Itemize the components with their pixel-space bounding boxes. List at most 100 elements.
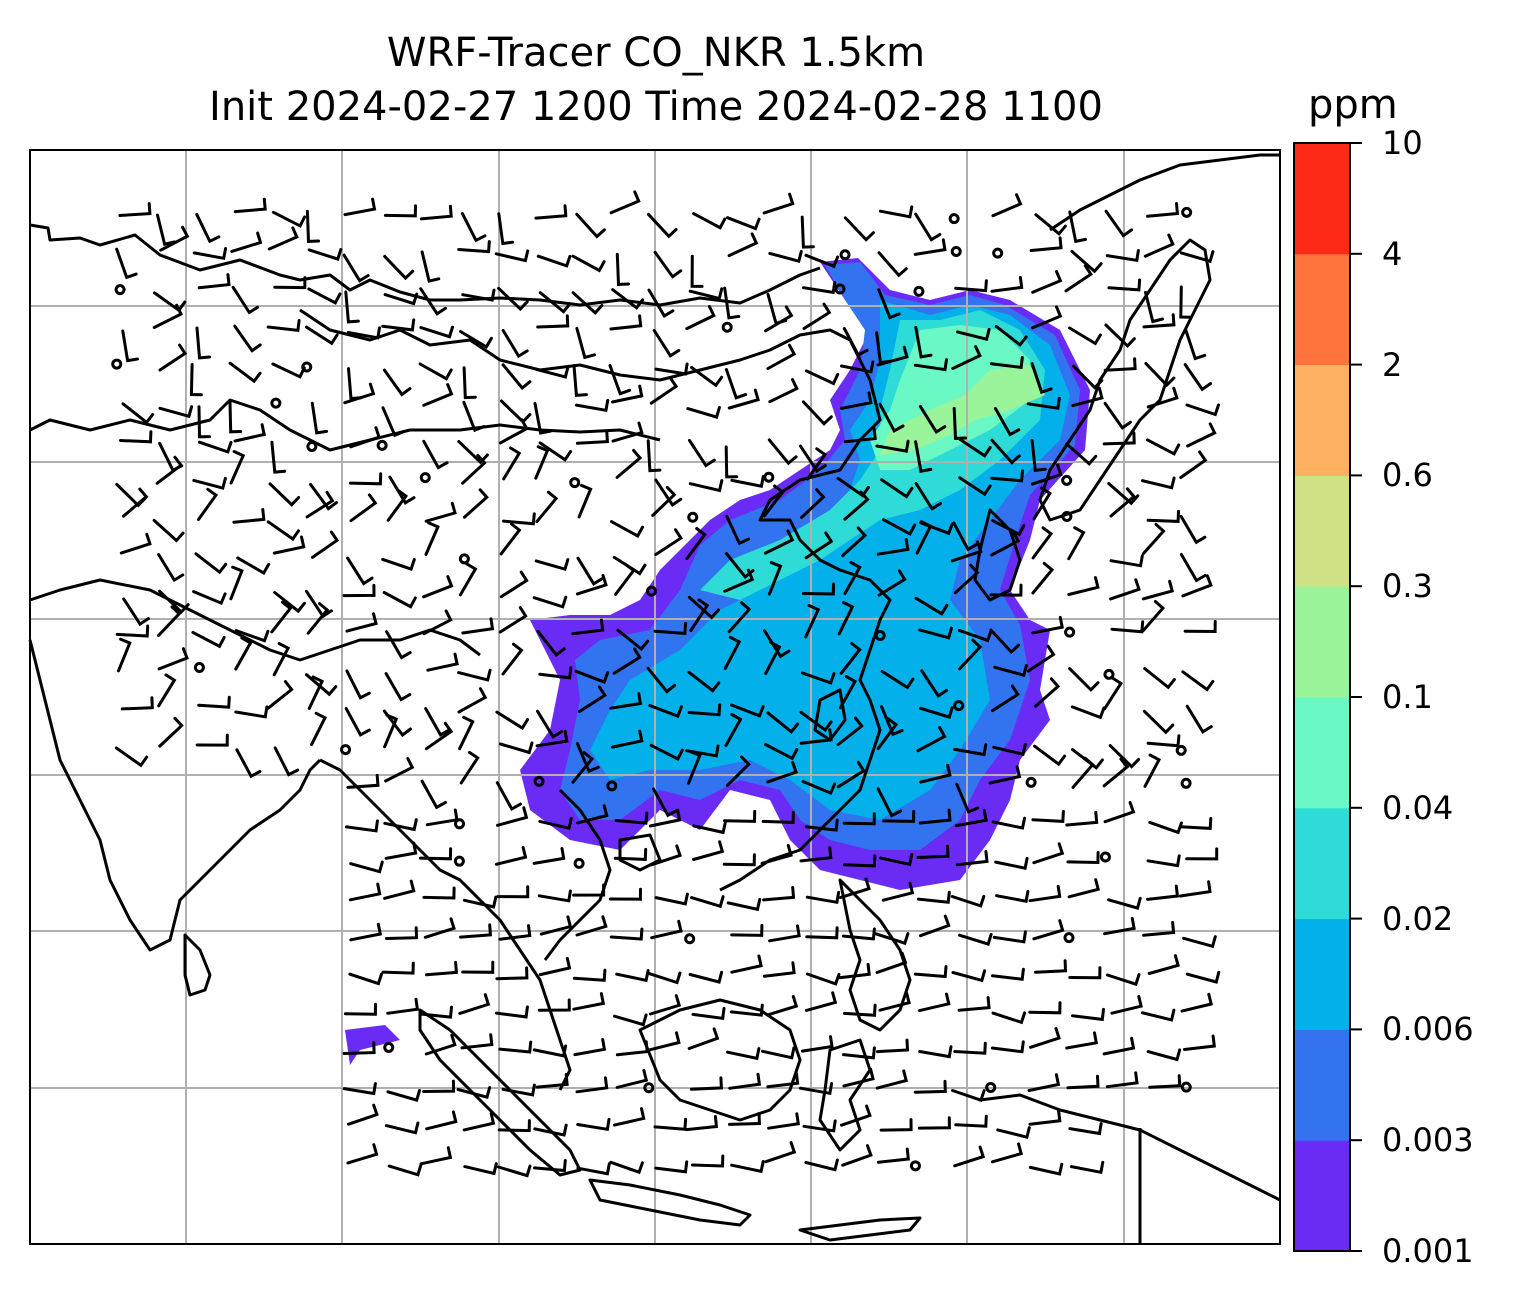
wind-barb	[307, 287, 342, 305]
wind-barb	[876, 345, 909, 367]
wind-barb	[497, 286, 529, 312]
wind-barb	[1179, 250, 1215, 264]
wind-barb	[383, 254, 415, 281]
wind-barb	[462, 895, 498, 909]
wind-barb	[840, 1104, 872, 1127]
wind-barb	[1068, 326, 1102, 346]
wind-barb	[272, 535, 306, 555]
wind-barb	[730, 703, 765, 718]
coastline-sumatra	[418, 1008, 582, 1177]
calm-wind-circle	[340, 744, 352, 756]
wind-barb	[995, 889, 1030, 903]
colorbar-block	[1294, 143, 1350, 255]
wind-barb	[195, 326, 211, 360]
wind-barb	[1033, 744, 1067, 767]
wind-barb	[159, 225, 190, 252]
wind-barb	[501, 1083, 536, 1097]
wind-barb	[576, 804, 609, 825]
wind-barb	[576, 556, 604, 586]
wind-barb	[119, 430, 153, 444]
wind-barb	[501, 363, 532, 391]
wind-barb	[990, 1142, 1024, 1164]
wind-barb	[841, 526, 868, 558]
wind-barb	[349, 426, 381, 449]
wind-barb	[689, 1076, 723, 1091]
wind-barb	[838, 877, 871, 900]
wind-barb	[691, 1006, 726, 1020]
wind-barb	[649, 994, 682, 1016]
wind-barb	[762, 192, 795, 215]
calm-wind-circle	[376, 439, 388, 451]
wind-barb	[343, 197, 377, 217]
wind-barb	[192, 590, 227, 606]
wind-barb	[532, 1044, 568, 1058]
calm-wind-circle	[458, 553, 470, 565]
wind-barb	[117, 637, 132, 673]
wind-barb	[838, 675, 858, 710]
colorbar-tick-label: 4	[1382, 234, 1403, 273]
calm-wind-circle	[573, 857, 585, 869]
calm-wind-circle	[193, 662, 205, 674]
wind-barb	[538, 441, 573, 462]
wind-barb	[347, 1103, 379, 1126]
wind-barb	[876, 1038, 910, 1054]
wind-barb	[953, 1041, 987, 1055]
wind-barb	[1183, 620, 1217, 634]
wind-barb	[729, 1003, 764, 1017]
wind-barb	[536, 709, 564, 739]
wind-barb	[535, 490, 559, 524]
wind-barb	[728, 1112, 761, 1126]
coastline-far-east	[1049, 153, 1280, 232]
wind-barb	[690, 895, 725, 909]
wind-barb	[880, 705, 904, 737]
wind-barb	[233, 324, 262, 353]
wind-barb	[877, 251, 908, 278]
wind-barb	[195, 733, 229, 747]
wind-barb	[952, 406, 967, 440]
wind-barb	[722, 853, 756, 867]
wind-barb	[1146, 438, 1181, 456]
wind-barb	[994, 856, 1029, 870]
calm-wind-circle	[1025, 776, 1037, 788]
wind-barb	[310, 711, 328, 747]
wind-barb	[157, 673, 177, 708]
calm-wind-circle	[1061, 474, 1073, 486]
wind-barb	[457, 687, 488, 714]
wind-barb	[728, 1072, 762, 1090]
wind-barb	[726, 898, 762, 912]
wind-barb	[688, 479, 724, 493]
wind-barb	[268, 482, 301, 507]
calm-wind-circle	[383, 1041, 395, 1053]
wind-barb	[608, 364, 632, 396]
wind-barb	[649, 743, 684, 762]
wind-barb	[538, 817, 573, 830]
wind-barb	[535, 729, 569, 748]
wind-barb	[1026, 644, 1056, 673]
wind-barb	[533, 402, 552, 435]
wind-barb	[646, 666, 677, 694]
wind-barb	[767, 438, 798, 466]
wind-barb	[650, 844, 682, 867]
wind-barb	[120, 696, 154, 711]
wind-barb	[955, 782, 980, 814]
calm-wind-circle	[721, 321, 733, 333]
wind-barb	[914, 440, 933, 473]
wind-barb	[1102, 431, 1136, 446]
wind-barb	[571, 751, 595, 784]
wind-barb	[1067, 526, 1086, 561]
wind-barb	[346, 556, 374, 586]
calm-wind-circle	[763, 471, 775, 483]
wind-barb	[420, 779, 447, 810]
coastline-sulawesi	[818, 1038, 872, 1152]
wind-barb	[1109, 554, 1144, 568]
wind-barb	[234, 636, 253, 671]
wind-barb	[1031, 561, 1055, 595]
wind-barb	[1066, 851, 1100, 865]
wind-barb	[609, 520, 644, 539]
wind-barb	[574, 398, 610, 413]
wind-barb	[538, 291, 572, 314]
calm-wind-circle	[839, 249, 851, 261]
wind-barb	[1143, 233, 1175, 258]
wind-barb	[990, 438, 1021, 465]
wind-barb	[499, 522, 522, 556]
